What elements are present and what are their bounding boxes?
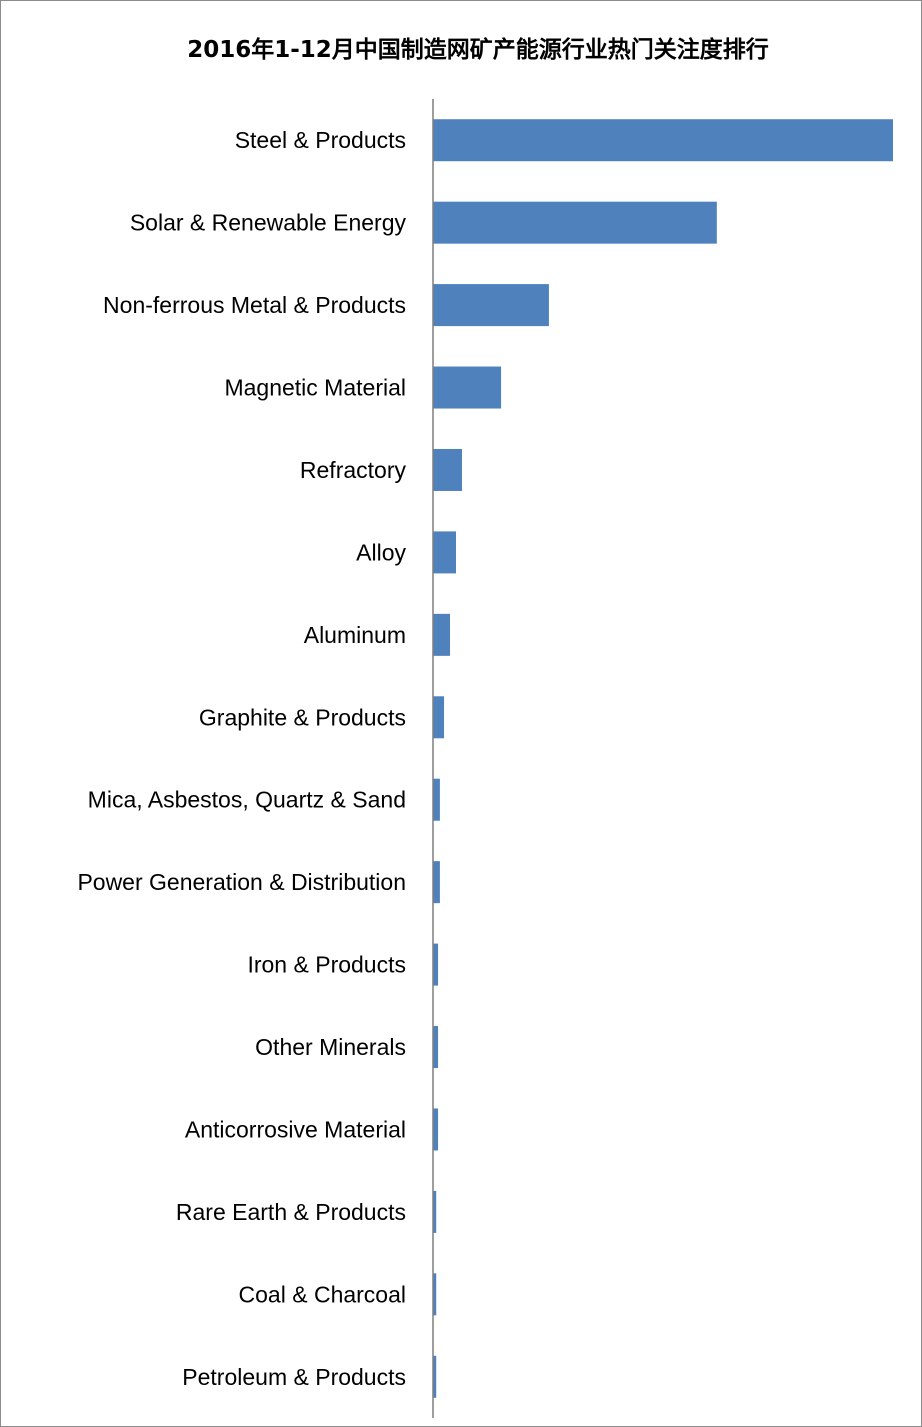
- category-label: Aluminum: [304, 622, 406, 648]
- bar: [433, 1355, 437, 1398]
- bar: [433, 366, 502, 409]
- bar: [433, 1273, 437, 1316]
- bar: [433, 284, 549, 327]
- category-label: Refractory: [300, 457, 407, 483]
- bar: [433, 1190, 437, 1233]
- category-labels-group: Steel & Products Solar & Renewable Energy…: [77, 127, 406, 1390]
- category-label: Other Minerals: [255, 1034, 406, 1060]
- category-label: Mica, Asbestos, Quartz & Sand: [88, 787, 406, 813]
- category-label: Power Generation & Distribution: [77, 869, 406, 895]
- category-label: Alloy: [356, 539, 406, 565]
- bar: [433, 861, 440, 904]
- chart-title: 2016年1-12月中国制造网矿产能源行业热门关注度排行: [187, 36, 769, 63]
- bar: [433, 201, 717, 244]
- bar: [433, 943, 439, 986]
- bar: [433, 119, 893, 162]
- bar: [433, 1026, 439, 1069]
- bar: [433, 1108, 439, 1151]
- category-label: Anticorrosive Material: [185, 1116, 406, 1142]
- category-label: Graphite & Products: [199, 704, 406, 730]
- category-label: Iron & Products: [247, 952, 406, 978]
- bar: [433, 696, 445, 739]
- bar: [433, 778, 440, 821]
- category-label: Non-ferrous Metal & Products: [103, 292, 406, 318]
- category-label: Petroleum & Products: [182, 1364, 406, 1390]
- bar: [433, 448, 462, 491]
- bar: [433, 531, 456, 574]
- category-label: Rare Earth & Products: [176, 1199, 406, 1225]
- category-label: Magnetic Material: [224, 375, 406, 401]
- category-label: Steel & Products: [235, 127, 406, 153]
- category-label: Coal & Charcoal: [239, 1281, 406, 1307]
- bar: [433, 613, 451, 656]
- category-label: Solar & Renewable Energy: [130, 210, 407, 236]
- bars-group: [433, 119, 893, 1398]
